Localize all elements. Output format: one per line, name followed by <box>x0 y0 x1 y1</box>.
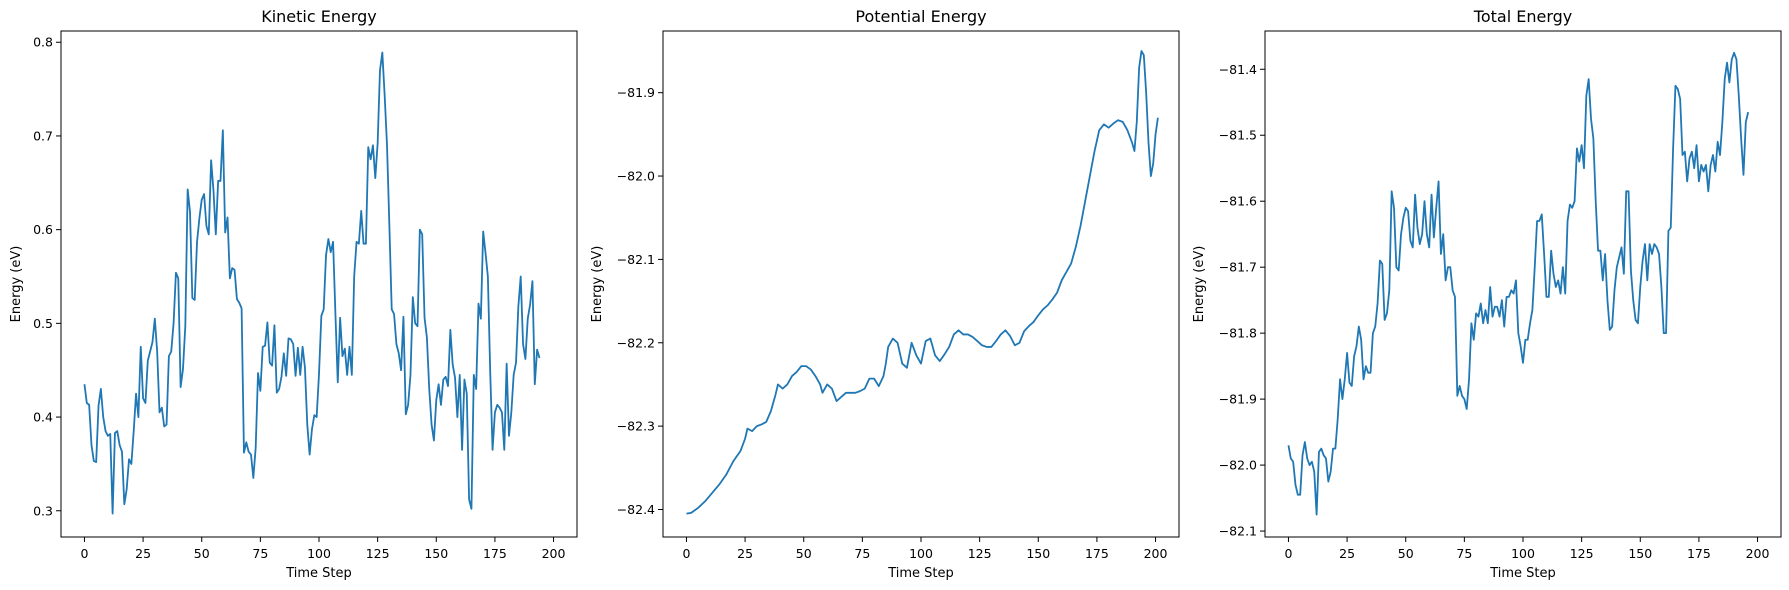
potential-x-axis-label: Time Step <box>887 566 954 581</box>
total-x-tick-label: 0 <box>1284 546 1292 561</box>
kinetic-y-tick-label: 0.3 <box>33 503 53 518</box>
potential-y-tick-label: −81.9 <box>617 85 655 100</box>
potential-x-tick-label: 150 <box>1026 546 1050 561</box>
kinetic-y-tick-label: 0.7 <box>33 128 53 143</box>
total-y-tick-label: −81.5 <box>1219 128 1257 143</box>
total-y-tick-label: −81.9 <box>1219 392 1257 407</box>
potential-axes-frame <box>662 30 1180 538</box>
total-x-tick-label: 25 <box>1339 546 1355 561</box>
potential-x-tick-label: 200 <box>1144 546 1168 561</box>
kinetic-y-axis-label: Energy (eV) <box>9 246 24 323</box>
total-x-tick-label: 175 <box>1687 546 1711 561</box>
total-x-tick-label: 200 <box>1746 546 1770 561</box>
total-x-axis-label: Time Step <box>1489 566 1556 581</box>
total-y-tick-label: −81.8 <box>1219 326 1257 341</box>
potential-y-tick-label: −82.1 <box>617 252 655 267</box>
potential-series-line <box>686 50 1159 515</box>
total-chart-title: Total Energy <box>1473 7 1572 26</box>
total-x-tick-label: 50 <box>1398 546 1414 561</box>
total-y-axis-label: Energy (eV) <box>1192 246 1207 323</box>
kinetic-x-tick-label: 50 <box>194 546 210 561</box>
potential-x-tick-label: 125 <box>968 546 992 561</box>
potential-y-tick-label: −82.4 <box>617 502 655 517</box>
kinetic-x-tick-label: 0 <box>80 546 88 561</box>
kinetic-x-tick-label: 150 <box>424 546 448 561</box>
total-x-tick-label: 100 <box>1511 546 1535 561</box>
total-y-tick-label: −81.6 <box>1219 194 1257 209</box>
potential-chart-title: Potential Energy <box>855 7 986 26</box>
kinetic-y-tick-label: 0.4 <box>33 410 53 425</box>
kinetic-series-line <box>83 51 541 515</box>
total-x-tick-label: 125 <box>1570 546 1594 561</box>
potential-y-tick-label: −82.3 <box>617 419 655 434</box>
kinetic-chart-title: Kinetic Energy <box>261 7 377 26</box>
total-y-tick-label: −82.0 <box>1219 458 1257 473</box>
potential-y-tick-label: −82.0 <box>617 169 655 184</box>
potential-x-tick-label: 0 <box>682 546 690 561</box>
kinetic-y-tick-label: 0.6 <box>33 222 53 237</box>
kinetic-y-tick-label: 0.5 <box>33 316 53 331</box>
kinetic-x-tick-label: 175 <box>483 546 507 561</box>
total-x-tick-label: 150 <box>1628 546 1652 561</box>
potential-x-tick-label: 75 <box>854 546 870 561</box>
potential-x-tick-label: 175 <box>1085 546 1109 561</box>
total-y-tick-label: −82.1 <box>1219 524 1257 539</box>
kinetic-x-tick-label: 200 <box>542 546 566 561</box>
kinetic-x-tick-label: 75 <box>252 546 268 561</box>
total-axes-frame <box>1264 30 1782 538</box>
total-series-line <box>1287 51 1750 516</box>
kinetic-x-tick-label: 125 <box>366 546 390 561</box>
kinetic-x-tick-label: 25 <box>135 546 151 561</box>
total-energy-chart: Total Energy Time Step Energy (eV) 0 25 50… <box>1192 7 1782 581</box>
potential-y-axis-label: Energy (eV) <box>590 246 605 323</box>
potential-energy-chart: Potential Energy Time Step Energy (eV) 0… <box>590 7 1180 581</box>
potential-y-tick-label: −82.2 <box>617 335 655 350</box>
total-y-tick-label: −81.4 <box>1219 62 1257 77</box>
total-y-tick-label: −81.7 <box>1219 260 1257 275</box>
potential-x-tick-label: 50 <box>796 546 812 561</box>
total-x-tick-label: 75 <box>1456 546 1472 561</box>
potential-x-tick-label: 25 <box>737 546 753 561</box>
kinetic-x-tick-label: 100 <box>307 546 331 561</box>
kinetic-axes-frame <box>60 30 578 538</box>
kinetic-energy-chart: Kinetic Energy Time Step Energy (eV) 0 25… <box>9 7 578 581</box>
potential-x-tick-label: 100 <box>909 546 933 561</box>
kinetic-y-tick-label: 0.8 <box>33 35 53 50</box>
kinetic-x-axis-label: Time Step <box>285 566 352 581</box>
